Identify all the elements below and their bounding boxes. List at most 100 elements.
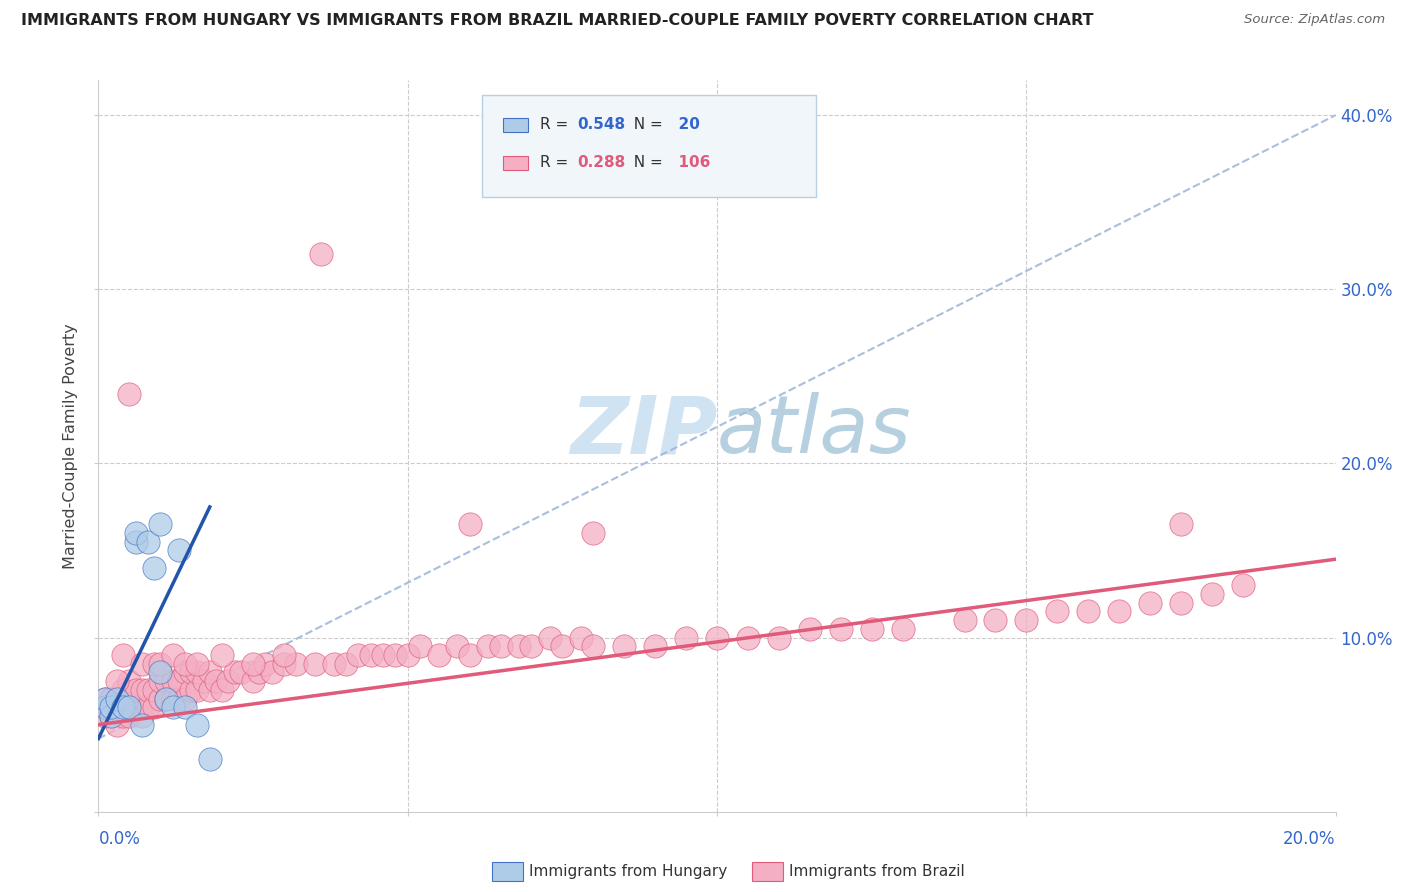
Point <box>143 700 166 714</box>
Point <box>118 674 141 689</box>
Y-axis label: Married-Couple Family Poverty: Married-Couple Family Poverty <box>63 323 79 569</box>
Point <box>124 526 146 541</box>
Point <box>112 700 135 714</box>
Point <box>124 682 146 697</box>
Point <box>551 640 574 654</box>
Point <box>706 631 728 645</box>
Point <box>167 543 190 558</box>
Point <box>860 622 883 636</box>
Text: Immigrants from Hungary: Immigrants from Hungary <box>529 864 727 879</box>
Point <box>118 386 141 401</box>
Point <box>1139 596 1161 610</box>
Point <box>186 717 208 731</box>
Text: R =: R = <box>540 118 574 132</box>
Point <box>124 534 146 549</box>
Point <box>93 691 115 706</box>
Point <box>409 640 432 654</box>
Point <box>242 674 264 689</box>
Point <box>149 657 172 671</box>
Point <box>211 682 233 697</box>
Point <box>162 674 184 689</box>
Point <box>229 665 252 680</box>
Point <box>112 648 135 662</box>
Point <box>198 682 221 697</box>
Point <box>131 657 153 671</box>
Point <box>118 691 141 706</box>
Point <box>136 682 159 697</box>
Point <box>613 640 636 654</box>
Point <box>193 674 215 689</box>
Point <box>162 648 184 662</box>
Point <box>1201 587 1223 601</box>
Point <box>105 691 128 706</box>
Point <box>953 613 976 627</box>
Point <box>162 700 184 714</box>
Point <box>100 709 122 723</box>
Point <box>304 657 326 671</box>
Point <box>143 561 166 575</box>
Point <box>143 682 166 697</box>
Point <box>198 665 221 680</box>
Point <box>1170 596 1192 610</box>
Point <box>217 674 239 689</box>
Point <box>205 674 228 689</box>
Point <box>737 631 759 645</box>
Point <box>273 657 295 671</box>
Point <box>260 665 283 680</box>
Point <box>538 631 561 645</box>
Point <box>100 709 122 723</box>
Point <box>582 526 605 541</box>
Text: IMMIGRANTS FROM HUNGARY VS IMMIGRANTS FROM BRAZIL MARRIED-COUPLE FAMILY POVERTY : IMMIGRANTS FROM HUNGARY VS IMMIGRANTS FR… <box>21 13 1094 29</box>
Point <box>254 657 277 671</box>
Point <box>149 665 172 680</box>
Point <box>371 648 394 662</box>
Text: 20.0%: 20.0% <box>1284 830 1336 848</box>
Point <box>675 631 697 645</box>
Point <box>644 640 666 654</box>
Text: 20: 20 <box>668 118 699 132</box>
Point <box>309 247 332 261</box>
Text: 0.548: 0.548 <box>578 118 626 132</box>
Point <box>93 691 115 706</box>
Point <box>198 752 221 766</box>
Bar <box>503 155 527 170</box>
Point <box>131 717 153 731</box>
Point <box>155 674 177 689</box>
Point <box>285 657 308 671</box>
Point <box>1232 578 1254 592</box>
Point <box>162 691 184 706</box>
Point <box>174 665 197 680</box>
Point <box>446 640 468 654</box>
Point <box>93 700 115 714</box>
Point <box>100 691 122 706</box>
Point <box>155 691 177 706</box>
Point <box>1170 517 1192 532</box>
Point <box>174 691 197 706</box>
Point <box>830 622 852 636</box>
Point <box>136 700 159 714</box>
Point <box>105 717 128 731</box>
Point <box>186 682 208 697</box>
Point <box>1077 604 1099 618</box>
Point <box>167 674 190 689</box>
Point <box>508 640 530 654</box>
Point <box>186 657 208 671</box>
Point <box>322 657 344 671</box>
Point <box>149 691 172 706</box>
Point <box>93 700 115 714</box>
Point <box>155 691 177 706</box>
Point <box>489 640 512 654</box>
Point <box>396 648 419 662</box>
Text: 0.0%: 0.0% <box>98 830 141 848</box>
Text: atlas: atlas <box>717 392 912 470</box>
Point <box>247 665 270 680</box>
Point <box>242 657 264 671</box>
Point <box>273 648 295 662</box>
Point <box>143 657 166 671</box>
Point <box>360 648 382 662</box>
Point <box>149 674 172 689</box>
Text: R =: R = <box>540 155 574 170</box>
Point <box>477 640 499 654</box>
Point <box>100 700 122 714</box>
Point <box>799 622 821 636</box>
